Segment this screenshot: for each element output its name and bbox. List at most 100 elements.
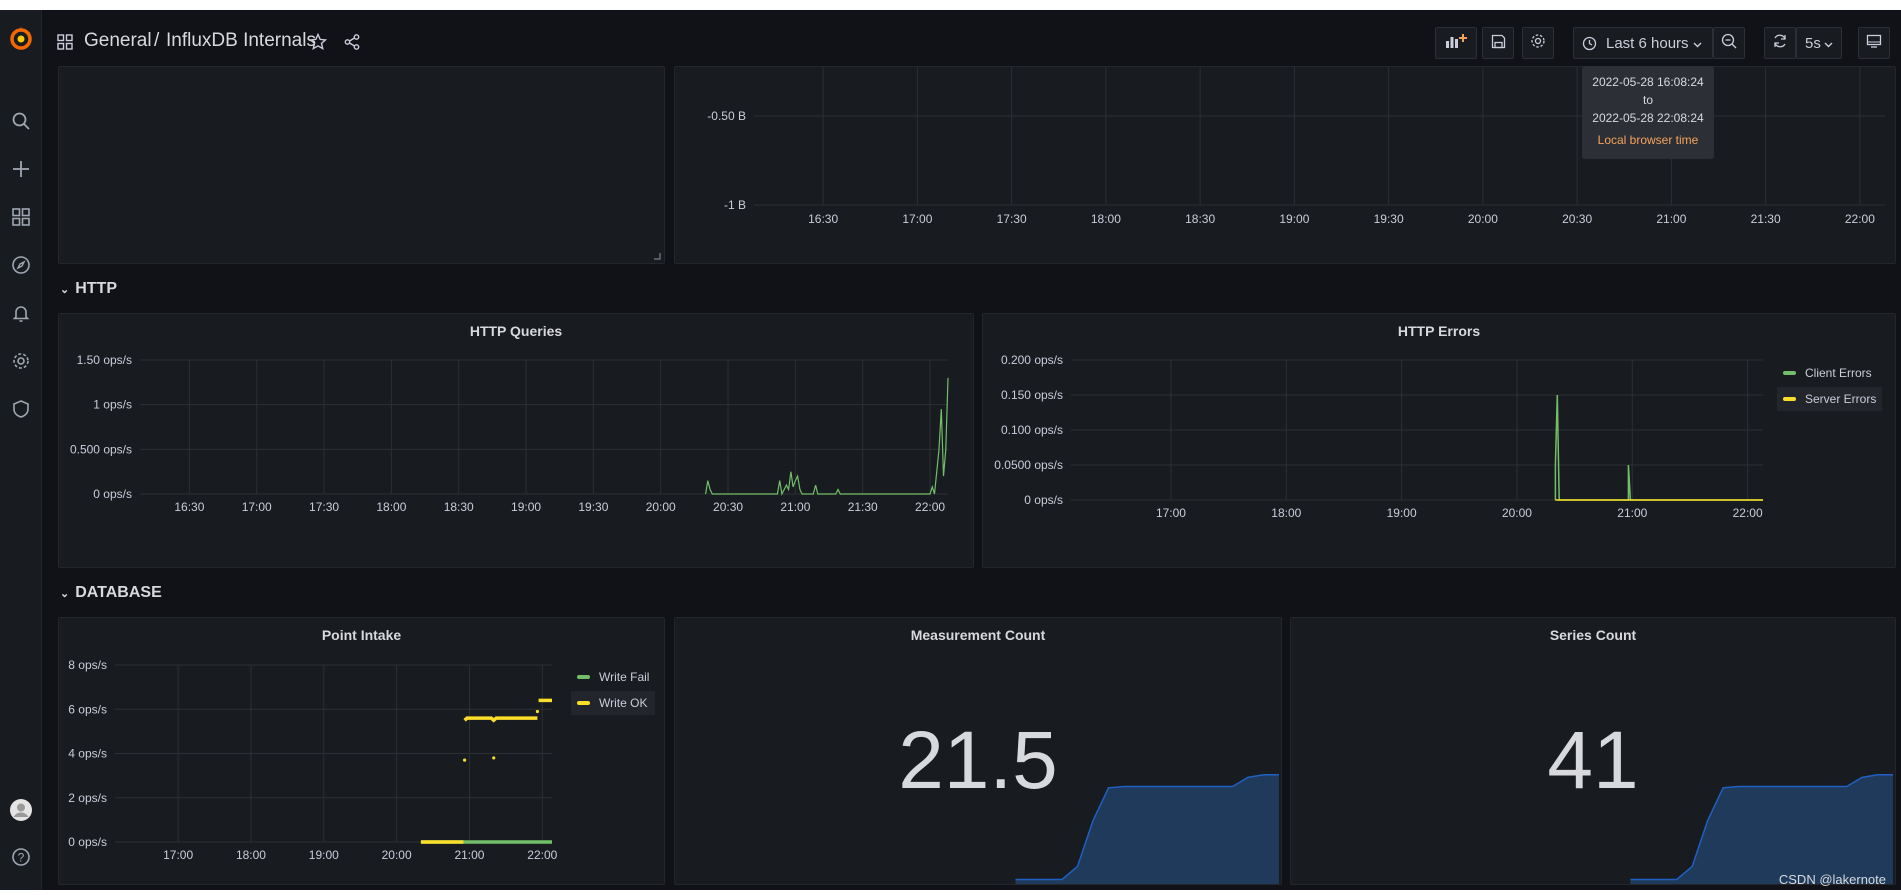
grafana-app: ? General / InfluxDB Internals [0,10,1901,890]
x-tick-label: 20:30 [713,500,743,514]
sparkline-line [1015,773,1279,881]
x-tick-label: 21:00 [780,500,810,514]
tooltip-from: 2022-05-28 16:08:24 [1592,75,1704,89]
y-tick-label: 0.100 ops/s [1001,423,1063,437]
dashboard-settings-button[interactable] [1522,27,1554,59]
legend-item-write-ok[interactable]: Write OK [571,691,656,715]
measurement-count-sparkline [1015,773,1279,884]
gear-icon[interactable] [5,345,37,377]
x-tick-label: 19:00 [1279,212,1309,226]
bell-icon[interactable] [5,297,37,329]
gear-icon [1530,33,1546,53]
legend-swatch [577,675,590,679]
series-dot-write-ok [492,756,496,760]
legend-item-server-errors[interactable]: Server Errors [1777,387,1883,411]
help-icon[interactable]: ? [5,841,37,873]
save-icon [1491,34,1506,53]
y-tick-label: 0 ops/s [1024,493,1063,507]
http-errors-legend: Client Errors Server Errors [1777,361,1883,413]
row-title: HTTP [75,280,117,297]
add-panel-button[interactable] [1435,27,1477,59]
x-tick-label: 18:30 [444,500,474,514]
y-tick-label: 0.500 ops/s [70,442,132,456]
dashboards-grid-icon[interactable] [5,201,37,233]
top-left-panel[interactable] [58,66,665,264]
series-segment-write-ok [463,716,538,723]
panel-title[interactable]: Point Intake [321,627,402,643]
legend-item-client-errors[interactable]: Client Errors [1777,361,1882,385]
legend-label: Write Fail [599,670,650,684]
breadcrumb-folder[interactable]: General [84,30,152,51]
x-tick-label: 17:00 [902,212,932,226]
refresh-button[interactable] [1764,27,1796,59]
legend-swatch [1783,371,1796,375]
avatar[interactable] [5,794,37,826]
x-tick-label: 22:00 [915,500,945,514]
point-intake-legend: Write Fail Write OK [571,665,656,717]
x-tick-label: 18:00 [376,500,406,514]
legend-item-write-fail[interactable]: Write Fail [571,665,655,689]
x-tick-label: 20:30 [1562,212,1592,226]
series-count-panel[interactable]: Series Count 41 [1290,617,1896,885]
cycle-view-mode-button[interactable] [1858,27,1890,59]
y-tick-label: 8 ops/s [68,658,107,672]
x-tick-label: 19:00 [1387,506,1417,520]
refresh-interval-label: 5s [1805,34,1821,52]
panel-title[interactable]: Measurement Count [910,627,1046,643]
http-errors-panel[interactable]: HTTP Errors 0 ops/s 0.0500 ops/s 0.100 ops… [982,313,1896,568]
row-header-http[interactable]: ⌄ HTTP [60,280,117,298]
tooltip-zone: Local browser time [1597,133,1699,147]
search-icon[interactable] [5,105,37,137]
sidebar: ? [0,10,42,890]
stat-value: 41 [1547,715,1639,806]
y-tick-label: 6 ops/s [68,702,107,716]
point-intake-panel[interactable]: Point Intake 0 ops/s 2 ops/s 4 ops/s 6 ops/… [58,617,665,885]
x-tick-label: 21:30 [1751,212,1781,226]
monitor-icon [1866,33,1882,53]
measurement-count-panel[interactable]: Measurement Count 21.5 [674,617,1282,885]
chevron-down-icon [1823,37,1834,54]
x-tick-label: 16:30 [174,500,204,514]
y-tick-label: -1 B [724,198,746,212]
x-tick-label: 20:00 [646,500,676,514]
x-tick-label: 21:30 [848,500,878,514]
x-tick-label: 19:00 [511,500,541,514]
legend-label: Write OK [599,696,648,710]
refresh-interval-picker[interactable]: 5s [1796,27,1842,59]
legend-label: Client Errors [1805,366,1872,380]
star-icon[interactable] [308,32,328,56]
resize-handle-icon[interactable] [653,252,661,260]
y-tick-label: 0 ops/s [93,487,132,501]
top-right-panel[interactable]: -0.50 B -1 B 16:30 17:00 17:30 18:00 18:30 19:0… [674,66,1896,264]
row-header-database[interactable]: ⌄ DATABASE [60,584,162,602]
series-dot-write-ok [463,758,467,762]
plus-icon[interactable] [5,153,37,185]
panel-title[interactable]: HTTP Queries [469,323,563,339]
zoom-out-button[interactable] [1713,27,1745,59]
grafana-logo-icon[interactable] [5,22,37,54]
x-tick-label: 19:30 [1374,212,1404,226]
sparkline-line [1630,773,1893,881]
dashboard-grid-icon [57,34,73,55]
top-navbar: General / InfluxDB Internals [42,10,1901,73]
chevron-down-icon: ⌄ [60,284,70,296]
y-tick-label: 4 ops/s [68,747,107,761]
x-tick-label: 22:00 [1845,212,1875,226]
share-icon[interactable] [343,33,361,56]
http-queries-panel[interactable]: HTTP Queries 0 ops/s 0.500 ops/s 1 ops/s 1.… [58,313,974,568]
row-title: DATABASE [75,584,162,601]
panel-title[interactable]: Series Count [1549,627,1637,643]
panel-title[interactable]: HTTP Errors [1397,323,1481,339]
shield-icon[interactable] [5,393,37,425]
breadcrumb-dashboard-title[interactable]: InfluxDB Internals [166,30,316,51]
x-tick-label: 17:00 [1156,506,1186,520]
x-tick-label: 16:30 [808,212,838,226]
time-range-picker[interactable]: Last 6 hours [1573,27,1713,59]
compass-icon[interactable] [5,249,37,281]
legend-label: Server Errors [1805,392,1877,406]
chevron-down-icon [1692,37,1703,54]
y-tick-label: 0 ops/s [68,835,107,849]
save-dashboard-button[interactable] [1482,27,1514,59]
legend-swatch [577,701,590,705]
y-tick-label: 0.0500 ops/s [994,458,1063,472]
